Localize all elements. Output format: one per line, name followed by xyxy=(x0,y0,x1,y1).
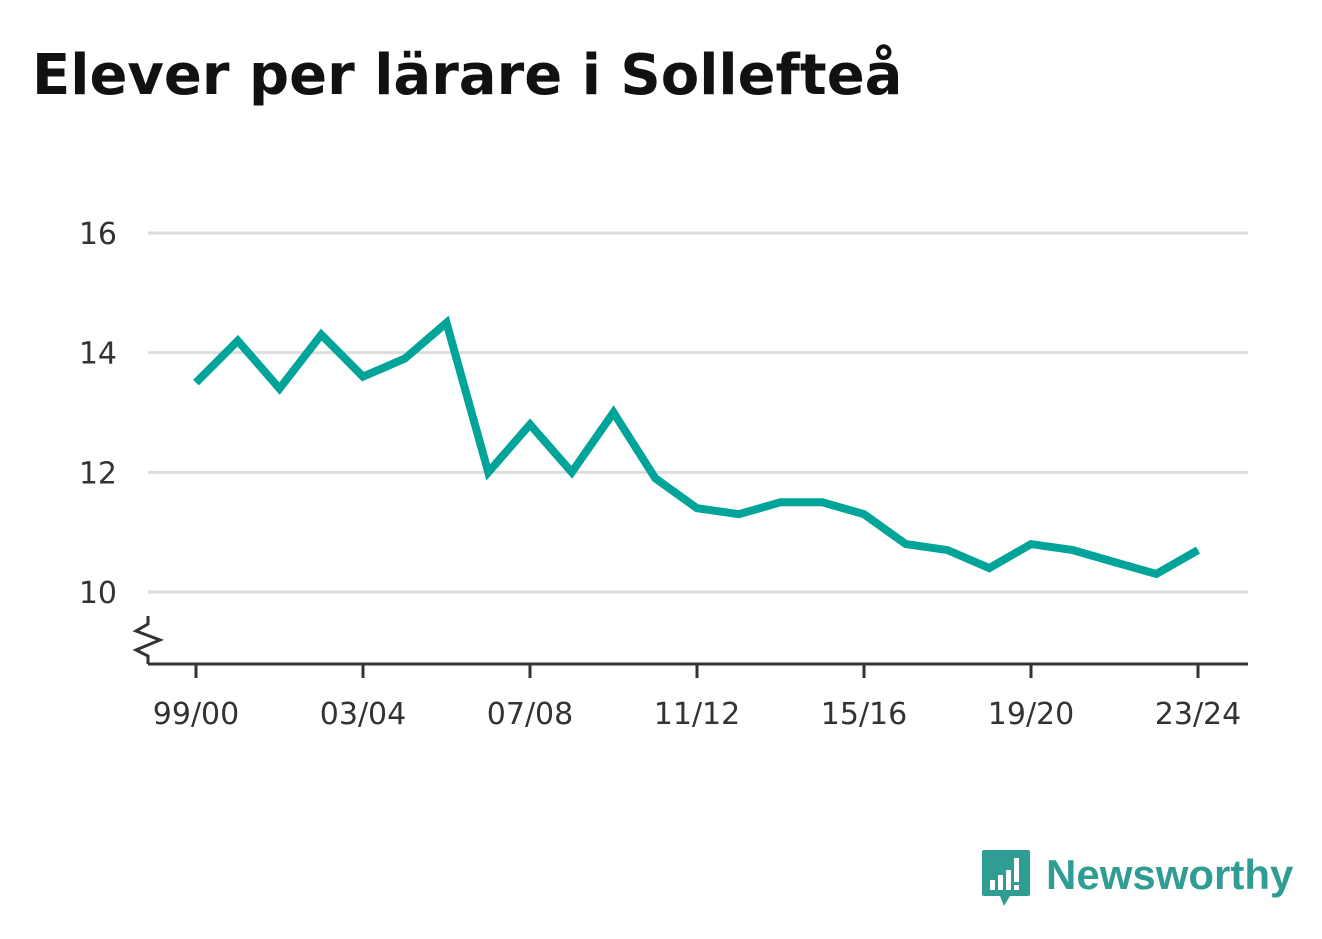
x-tick-label: 99/00 xyxy=(153,697,239,732)
data-point xyxy=(1155,573,1157,575)
data-point xyxy=(320,334,322,336)
chart-title: Elever per lärare i Sollefteå xyxy=(32,43,903,108)
data-point xyxy=(821,501,823,503)
data-point xyxy=(947,549,948,551)
y-tick-label: 12 xyxy=(79,456,117,491)
data-point xyxy=(738,513,740,515)
data-point xyxy=(529,423,531,425)
bar-chart-speech-bubble-icon xyxy=(982,850,1030,906)
data-point xyxy=(863,513,865,515)
x-tick-label: 11/12 xyxy=(654,697,740,732)
y-tick-label: 16 xyxy=(79,217,117,252)
x-tick-label: 15/16 xyxy=(821,697,907,732)
data-point xyxy=(905,543,907,545)
data-point xyxy=(1114,561,1115,563)
data-point xyxy=(1197,549,1199,551)
data-point xyxy=(195,382,197,384)
data-point xyxy=(654,477,656,479)
brand-logo: Newsworthy xyxy=(980,848,1293,910)
x-tick-label: 03/04 xyxy=(320,697,406,732)
series-layer xyxy=(193,315,1200,579)
brand-name: Newsworthy xyxy=(1046,851,1294,898)
data-point xyxy=(571,471,573,473)
axes xyxy=(132,616,1248,678)
tick-labels: 10 12 14 16 99/00 03/04 07/08 11/12 15/16 19/20 23… xyxy=(79,217,1241,732)
data-point xyxy=(362,376,364,378)
data-point xyxy=(1072,549,1074,551)
series-line xyxy=(193,315,1200,579)
y-tick-label: 10 xyxy=(79,576,117,611)
y-tick-label: 14 xyxy=(79,337,117,372)
data-point xyxy=(613,412,614,413)
grid-lines xyxy=(148,231,1248,594)
axis-break-marker xyxy=(132,616,165,664)
x-tick-label: 07/08 xyxy=(487,697,573,732)
data-point xyxy=(1030,543,1032,545)
data-point xyxy=(696,507,698,509)
x-tick-label: 19/20 xyxy=(988,697,1074,732)
data-point xyxy=(780,501,781,503)
x-tick-label: 23/24 xyxy=(1155,697,1241,732)
data-point xyxy=(279,388,280,390)
data-point xyxy=(237,340,239,342)
data-point xyxy=(404,358,406,360)
data-point xyxy=(446,322,447,324)
data-point xyxy=(988,567,990,569)
data-point xyxy=(487,471,489,473)
